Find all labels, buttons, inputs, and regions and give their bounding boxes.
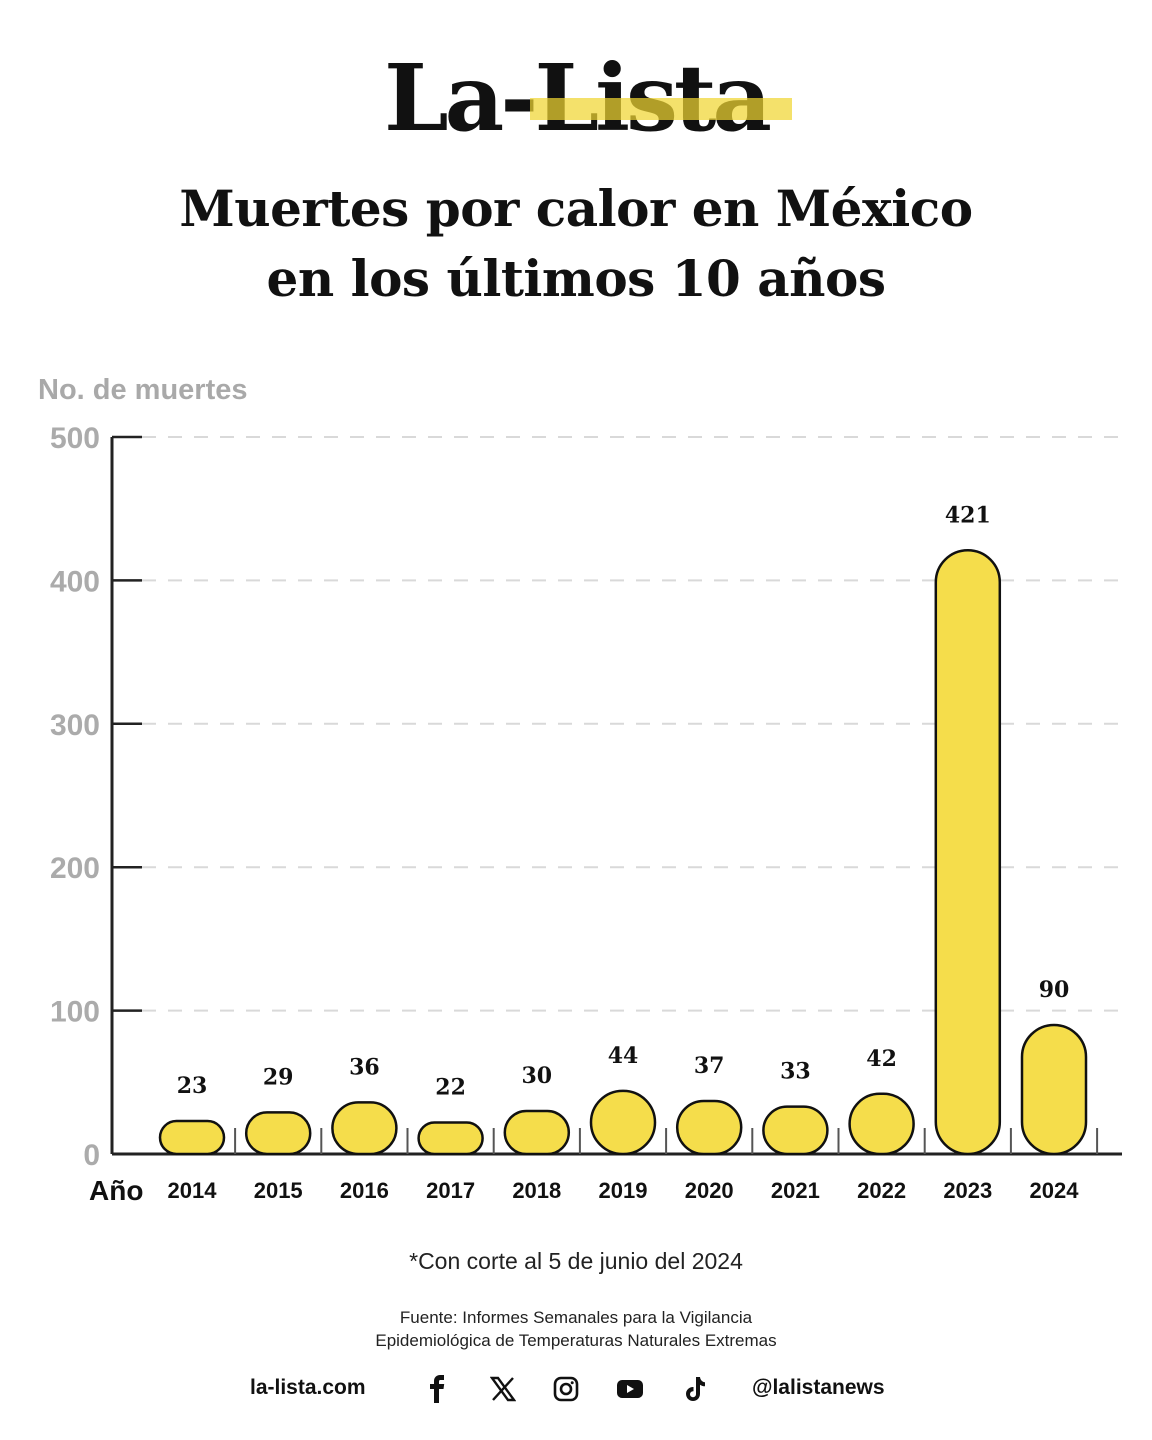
bar-2020 (675, 1099, 743, 1156)
bar-2019 (589, 1089, 657, 1156)
x-tick-label: 2017 (426, 1178, 475, 1203)
youtube-icon[interactable] (615, 1374, 645, 1404)
y-tick-label: 100 (50, 996, 100, 1029)
title-line-1: Muertes por calor en México (179, 179, 973, 238)
value-label: 37 (694, 1053, 725, 1079)
logo-highlight (530, 98, 792, 120)
bar-2014 (158, 1119, 226, 1156)
source-note: Fuente: Informes Semanales para la Vigil… (0, 1306, 1152, 1352)
value-label: 42 (866, 1046, 897, 1072)
tiktok-icon[interactable] (680, 1374, 710, 1404)
chart-title: Muertes por calor en México en los últim… (0, 174, 1152, 314)
value-label: 29 (263, 1064, 294, 1090)
x-tick-label: 2022 (857, 1178, 906, 1203)
bar-2024 (1020, 1023, 1088, 1156)
y-tick-label: 400 (50, 565, 100, 598)
website-link[interactable]: la-lista.com (250, 1376, 366, 1399)
x-tick-label: 2015 (254, 1178, 303, 1203)
x-tick-label: 2014 (168, 1178, 218, 1203)
x-tick-label: 2023 (943, 1178, 992, 1203)
social-handle[interactable]: @lalistanews (752, 1376, 885, 1399)
cutoff-note: *Con corte al 5 de junio del 2024 (409, 1248, 743, 1274)
value-label: 36 (349, 1054, 380, 1080)
instagram-icon[interactable] (551, 1374, 581, 1404)
value-label: 30 (521, 1063, 552, 1089)
x-tick-label: 2016 (340, 1178, 389, 1203)
y-tick-label: 500 (50, 422, 100, 455)
x-tick-label: 2024 (1030, 1178, 1080, 1203)
y-axis-title: No. de muertes (38, 374, 248, 406)
y-tick-label: 300 (50, 709, 100, 742)
facebook-icon[interactable] (422, 1374, 452, 1404)
bar-2016 (331, 1101, 398, 1156)
bar-chart: 0 100 200 300 400 500 23 2014 29 2015 36 2016 22 2017… (50, 422, 1122, 1206)
value-label: 44 (608, 1043, 639, 1069)
x-tick-label: 2020 (685, 1178, 734, 1203)
bar-2017 (417, 1121, 484, 1156)
y-tick-label: 0 (83, 1139, 100, 1172)
title-line-2: en los últimos 10 años (266, 249, 886, 308)
source-line-2: Epidemiológica de Temperaturas Naturales… (375, 1331, 777, 1350)
x-tick-label: 2021 (771, 1178, 820, 1203)
value-label: 33 (780, 1059, 811, 1085)
bar-2023 (934, 549, 1002, 1156)
bar-2015 (244, 1111, 312, 1156)
bar-2021 (762, 1105, 829, 1156)
bar-2018 (503, 1109, 571, 1156)
value-label: 421 (945, 502, 991, 528)
value-label: 22 (435, 1074, 466, 1100)
value-label: 90 (1039, 977, 1070, 1003)
y-tick-label: 200 (50, 852, 100, 885)
bar-2022 (848, 1092, 915, 1156)
x-tick-label: 2018 (512, 1178, 561, 1203)
footer: la-lista.com @lalistanews (0, 1370, 1152, 1410)
x-axis-title: Año (89, 1175, 143, 1206)
x-tick-label: 2019 (599, 1178, 648, 1203)
value-label: 23 (177, 1073, 208, 1099)
source-line-1: Fuente: Informes Semanales para la Vigil… (399, 1308, 753, 1327)
x-icon[interactable] (488, 1374, 518, 1404)
